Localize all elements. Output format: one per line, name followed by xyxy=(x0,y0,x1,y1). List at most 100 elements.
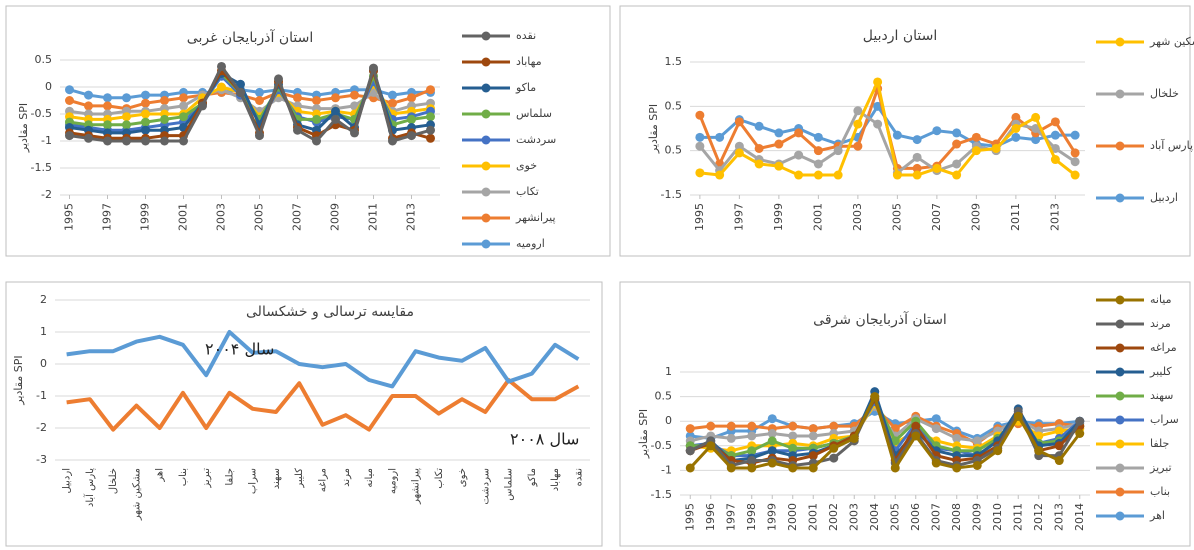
legend-label: اردبیل xyxy=(1150,191,1178,204)
panel-border xyxy=(5,281,603,547)
series-marker xyxy=(65,96,74,105)
x-tick-label: خوی xyxy=(457,468,468,487)
series-marker xyxy=(813,170,823,180)
x-tick-label: کلیبر xyxy=(294,468,305,489)
y-tick-label: 1 xyxy=(40,325,47,338)
series-marker xyxy=(141,136,150,146)
x-tick-label: مهاباد xyxy=(550,468,561,491)
x-tick-label: مراغه xyxy=(318,468,329,492)
annotation: سال ۲۰۰۸ xyxy=(510,430,579,449)
y-tick-label: -1.5 xyxy=(651,488,672,501)
series-line xyxy=(66,378,580,432)
x-tick-label: 1995 xyxy=(63,203,76,231)
panel-border xyxy=(619,5,1191,257)
legend-marker xyxy=(481,109,491,119)
series-marker xyxy=(426,125,435,135)
x-tick-label: پیرانشهر xyxy=(411,468,422,505)
legend-label: بناب xyxy=(1150,485,1170,498)
series-marker xyxy=(788,431,798,441)
series-marker xyxy=(293,125,302,135)
series-marker xyxy=(1050,155,1060,165)
series-marker xyxy=(350,90,359,100)
x-tick-label: 1998 xyxy=(745,503,758,531)
legend-marker xyxy=(1115,193,1125,203)
y-tick-label: 1.5 xyxy=(665,55,683,68)
legend-label: مراغه xyxy=(1150,341,1177,354)
x-tick-label: 2001 xyxy=(806,503,819,531)
legend-label: ماکو xyxy=(515,81,536,94)
series-marker xyxy=(407,93,416,103)
y-axis-label: مقادیر SPI xyxy=(12,355,25,405)
series-marker xyxy=(388,136,397,146)
x-tick-label: اهر xyxy=(155,468,166,483)
legend-label: سهند xyxy=(1150,389,1173,402)
legend-marker xyxy=(1115,439,1125,449)
series-marker xyxy=(217,82,226,92)
legend-label: پیرانشهر xyxy=(515,211,556,224)
x-tick-label: 2004 xyxy=(868,503,881,531)
x-tick-label: 2001 xyxy=(177,203,190,231)
chart-title: استان آذربایجان غربی xyxy=(187,29,313,46)
series-marker xyxy=(774,128,784,138)
x-tick-label: سلماس xyxy=(504,468,515,501)
series-marker xyxy=(808,431,818,441)
series-marker xyxy=(65,131,74,141)
series-marker xyxy=(912,170,922,180)
x-tick-label: تبریز xyxy=(201,468,212,489)
series-marker xyxy=(952,433,962,443)
legend-label: اهر xyxy=(1149,509,1165,522)
series-marker xyxy=(726,421,736,431)
chart-title: استان آذربایجان شرقی xyxy=(813,311,947,328)
x-tick-label: 2007 xyxy=(291,203,304,231)
legend-label: خلخال xyxy=(1150,87,1179,100)
series-marker xyxy=(160,136,169,146)
series-marker xyxy=(179,101,188,111)
series-marker xyxy=(952,463,962,473)
series-marker xyxy=(1054,441,1064,451)
series-marker xyxy=(1054,426,1064,436)
series-marker xyxy=(1031,124,1041,133)
x-tick-label: 2009 xyxy=(969,203,982,231)
y-tick-label: 2 xyxy=(40,293,47,306)
series-marker xyxy=(853,141,863,151)
series-marker xyxy=(794,128,804,138)
legend-marker xyxy=(481,239,491,249)
panel-border xyxy=(619,281,1191,547)
series-marker xyxy=(726,433,736,443)
x-tick-label: 2013 xyxy=(405,203,418,231)
series-marker xyxy=(236,87,245,97)
series-marker xyxy=(1031,135,1041,145)
annotation: سال ۲۰۰۴ xyxy=(205,340,274,359)
x-tick-label: 2005 xyxy=(253,203,266,231)
legend-marker xyxy=(481,57,491,67)
series-marker xyxy=(833,146,843,156)
series-marker xyxy=(1070,130,1080,140)
y-tick-label: -0.5 xyxy=(651,439,672,452)
legend-label: میانه xyxy=(1150,293,1172,306)
x-tick-label: 2003 xyxy=(215,203,228,231)
series-marker xyxy=(912,135,922,145)
legend-marker xyxy=(1115,511,1125,521)
series-marker xyxy=(122,120,131,130)
series-marker xyxy=(767,446,777,456)
x-tick-label: 1997 xyxy=(101,203,114,231)
legend-label: نقده xyxy=(516,29,536,42)
series-marker xyxy=(160,114,169,124)
series-marker xyxy=(972,460,982,470)
x-tick-label: اردبیل xyxy=(62,468,73,493)
series-marker xyxy=(1070,170,1080,180)
series-marker xyxy=(813,146,823,156)
x-tick-label: نقده xyxy=(573,468,584,486)
series-marker xyxy=(754,143,764,153)
legend-label: پارس آباد xyxy=(1150,138,1193,152)
series-marker xyxy=(122,93,131,103)
series-marker xyxy=(747,456,757,466)
series-marker xyxy=(952,170,962,180)
legend-marker xyxy=(1115,391,1125,401)
series-marker xyxy=(892,130,902,140)
series-marker xyxy=(255,96,264,105)
series-marker xyxy=(952,128,962,138)
x-tick-label: تکاب xyxy=(434,468,445,489)
series-marker xyxy=(331,93,340,103)
x-tick-label: 2012 xyxy=(1032,503,1045,531)
